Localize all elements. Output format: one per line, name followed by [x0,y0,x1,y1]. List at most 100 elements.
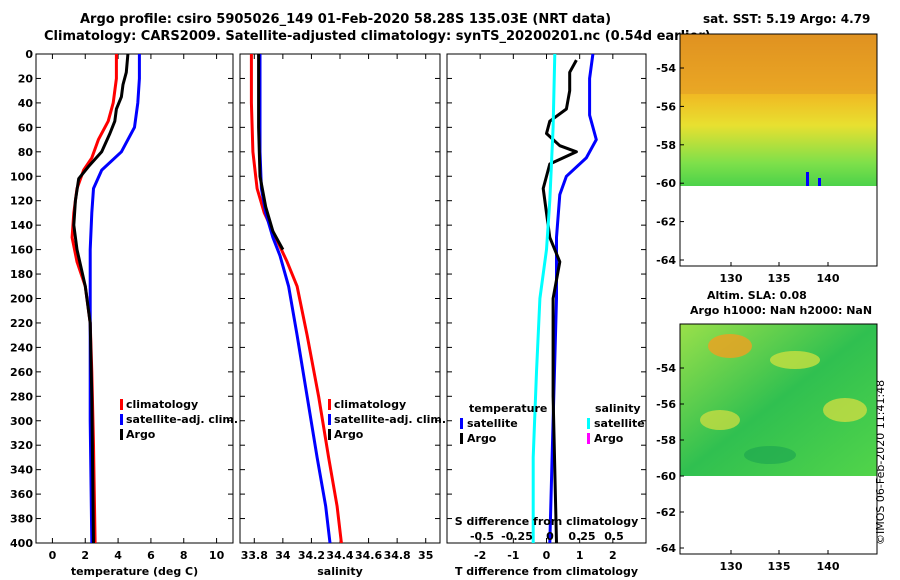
depth-tick-label: 40 [18,97,34,110]
depth-tick-label: 140 [10,219,33,232]
depth-tick-label: 360 [10,488,33,501]
legend-swatch [328,399,331,410]
s-difference-xlabel: S difference from climatology [455,515,639,528]
depth-tick-label: 280 [10,390,33,403]
sla-map-x-tick-label: 130 [720,560,743,573]
sla-map [679,323,878,555]
difference-x-tick-label: -2 [474,549,486,562]
sla-map-axes: -54 -56 -58 -60 -62 -64 130 135 140 [656,362,840,573]
salinity-xlabel: salinity [317,565,363,578]
sla-map-y-tick-label: -56 [656,398,676,411]
legend-swatch [120,399,123,410]
argo-height-title: Argo h1000: NaN h2000: NaN [690,304,873,317]
legend-salinity-label: satellite [594,417,645,430]
difference-frame [446,53,647,544]
sst-map-y-tick-label: -56 [656,100,676,113]
salinity-x-tick-label: 34 [275,549,291,562]
salinity-x-tick-label: 34.6 [355,549,382,562]
salinity-panel: 33.8 34 34.2 34.4 34.6 34.8 35 salinity climatol… [239,53,446,578]
legend-swatch [328,414,331,425]
depth-tick-label: 400 [10,537,33,550]
legend-swatch [587,418,590,429]
temperature-x-tick-label: 2 [81,549,89,562]
legend-swatch [460,433,463,444]
depth-tick-label: 20 [18,72,34,85]
sst-map-y-tick-label: -64 [656,254,676,267]
depth-tick-label: 220 [10,317,33,330]
difference-series-t-argo [541,59,578,544]
difference-x-tick-label: 0 [543,549,551,562]
legend-swatch [120,414,123,425]
sst-map-axes: -54 -56 -58 -60 -62 -64 130 135 140 [656,62,840,285]
figure-title-line2: Climatology: CARS2009. Satellite-adjuste… [44,29,711,44]
temperature-legend-label: Argo [126,428,156,441]
sla-map-title: Altim. SLA: 0.08 [707,289,807,302]
sst-map-x-tick-label: 135 [768,272,791,285]
sla-blob-1 [708,334,752,358]
difference-x-tick-label: 2 [609,549,617,562]
temperature-xlabel: temperature (deg C) [71,565,198,578]
sla-map-y-tick-label: -64 [656,542,676,555]
salinity-x-tick-label: 34.8 [384,549,411,562]
depth-tick-label: 160 [10,244,33,257]
legend-salinity-title: salinity [595,402,641,415]
salinity-legend-label: Argo [334,428,364,441]
depth-tick-label: 320 [10,439,33,452]
s-difference-tick-label: -0.5 [470,530,494,543]
temperature-legend-label: satellite-adj. clim. [126,413,238,426]
sst-map-x-tick-label: 140 [817,272,840,285]
legend-swatch [328,429,331,440]
depth-tick-label: 100 [10,170,33,183]
s-difference-tick-label: 0.25 [568,530,595,543]
difference-x-tick-label: 1 [576,549,584,562]
difference-panel: -2 -1 0 1 2 T difference from climatology temp… [446,53,647,578]
depth-tick-label: 60 [18,121,34,134]
sla-blob-3 [700,410,740,430]
figure-title-line1: Argo profile: csiro 5905026_149 01-Feb-2… [80,12,612,27]
legend-swatch [120,429,123,440]
sla-map-x-tick-label: 140 [817,560,840,573]
sst-map-y-tick-label: -60 [656,177,676,190]
depth-tick-label: 340 [10,464,33,477]
temperature-x-tick-label: 10 [209,549,225,562]
sla-blob-5 [744,446,796,464]
sst-map-y-tick-label: -62 [656,216,676,229]
temperature-series-argo [72,53,130,544]
depth-tick-label: 260 [10,366,33,379]
salinity-x-tick-label: 34.2 [298,549,325,562]
sst-map-glitch [806,172,809,186]
legend-salinity-label: Argo [594,432,624,445]
depth-tick-label: 200 [10,293,33,306]
temperature-x-tick-label: 0 [49,549,57,562]
salinity-series-argo [257,54,285,251]
sla-map-x-tick-label: 135 [768,560,791,573]
depth-tick-label: 120 [10,195,33,208]
legend-temperature-title: temperature [469,402,547,415]
sla-map-y-tick-label: -62 [656,506,676,519]
sst-map-y-tick-label: -58 [656,139,676,152]
sst-map-title: sat. SST: 5.19 Argo: 4.79 [703,12,871,26]
salinity-series-satellite-adj-clim- [258,54,332,544]
salinity-frame [239,53,441,544]
salinity-series-climatology [249,54,343,544]
salinity-x-tick-label: 35 [418,549,433,562]
difference-series-t-satellite [548,53,598,544]
legend-swatch [460,418,463,429]
difference-x-tick-label: -1 [507,549,519,562]
depth-tick-label: 180 [10,268,33,281]
temperature-x-tick-label: 4 [114,549,122,562]
sla-map-y-tick-label: -54 [656,362,676,375]
temperature-x-tick-label: 8 [180,549,188,562]
salinity-legend-label: climatology [334,398,406,411]
temperature-series-climatology [70,54,118,544]
sst-map-x-tick-label: 130 [720,272,743,285]
difference-xlabel: T difference from climatology [455,565,638,578]
sla-blob-2 [770,351,820,369]
legend-temperature-label: Argo [467,432,497,445]
difference-series-s-satellite [531,53,557,543]
sla-map-y-tick-label: -60 [656,470,676,483]
sla-blob-4 [823,398,867,422]
temperature-series-satellite-adj-clim- [88,54,141,544]
sst-map [679,33,878,267]
